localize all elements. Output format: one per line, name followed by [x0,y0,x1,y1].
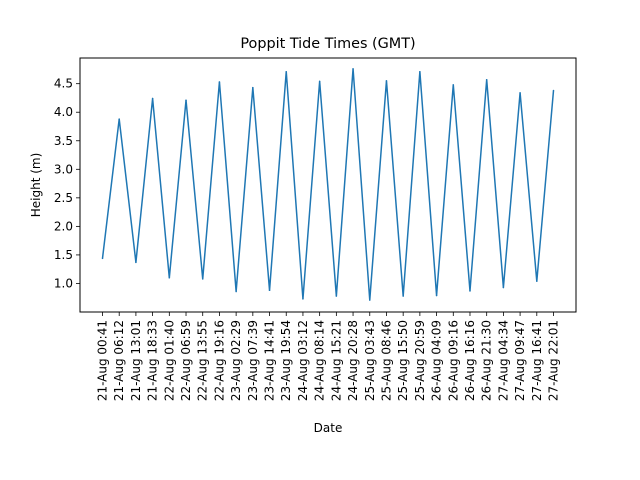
data-point [552,89,555,92]
x-tick-label: 23-Aug 07:39 [246,320,260,401]
data-point [168,277,171,279]
x-tick-label: 27-Aug 16:41 [530,320,544,401]
data-point [402,295,404,297]
x-tick-label: 27-Aug 09:47 [513,320,527,401]
y-axis-title: Height (m) [29,153,43,218]
data-point [369,299,371,301]
x-tick-label: 24-Aug 20:28 [346,320,360,401]
data-point [318,80,321,83]
data-point [519,92,521,94]
data-point [135,261,137,264]
y-tick-label: 4.5 [54,77,73,91]
data-point [335,295,338,297]
x-tick-label: 22-Aug 06:59 [179,320,193,401]
series-line-0 [101,68,555,301]
y-tick-label: 4.0 [54,105,73,119]
y-tick-label: 1.0 [54,276,73,290]
x-tick-label: 23-Aug 02:29 [229,320,243,401]
x-tick-label: 21-Aug 13:01 [129,320,143,401]
data-point [185,99,187,101]
x-tick-label: 27-Aug 22:01 [547,320,561,401]
x-tick-label: 22-Aug 01:40 [162,320,176,401]
data-point [302,298,304,300]
x-tick-label: 23-Aug 19:54 [279,320,293,401]
axes-frame [79,57,577,313]
x-tick-label: 22-Aug 19:16 [212,320,226,401]
data-point [235,290,237,293]
x-tick-label: 25-Aug 08:46 [379,320,393,401]
x-tick-label: 26-Aug 16:16 [463,320,477,401]
y-tick-label: 3.0 [54,162,73,176]
y-tick-label: 2.0 [54,219,73,233]
x-axis-title: Date [314,421,343,435]
x-tick-label: 26-Aug 04:09 [430,320,444,401]
data-point [352,68,354,70]
x-tick-label: 26-Aug 21:30 [480,320,494,401]
data-point [101,257,104,260]
x-tick-label: 25-Aug 03:43 [363,320,377,401]
x-tick-label: 27-Aug 04:34 [496,320,510,401]
x-axis: 21-Aug 00:41 21-Aug 06:12 21-Aug 13:01 21-A… [96,312,561,401]
chart-title: Poppit Tide Times (GMT) [240,36,415,52]
data-point [118,118,120,120]
data-point [435,294,438,297]
plot-area [101,68,555,301]
y-axis: 1.0 1.5 2.0 2.5 3.0 3.5 4.0 4.5 [54,77,80,290]
x-tick-label: 22-Aug 13:55 [196,320,210,401]
x-tick-label: 25-Aug 20:59 [413,320,427,401]
x-tick-label: 23-Aug 14:41 [263,320,277,401]
data-point [218,81,221,83]
x-tick-label: 24-Aug 15:21 [329,320,343,401]
x-tick-label: 21-Aug 00:41 [96,320,110,401]
x-tick-label: 24-Aug 03:12 [296,320,310,401]
data-point [469,290,471,292]
data-point [201,278,204,280]
data-point [419,70,421,73]
data-point [268,289,271,292]
data-point [285,70,287,73]
data-point [502,286,505,289]
data-point [385,80,388,82]
data-point [536,280,538,282]
y-tick-label: 2.5 [54,191,73,205]
x-tick-label: 26-Aug 09:16 [446,320,460,401]
data-point [252,86,254,89]
y-tick-label: 1.5 [54,248,73,262]
y-tick-label: 3.5 [54,134,73,148]
data-point [485,78,488,81]
x-tick-label: 25-Aug 15:50 [396,320,410,401]
data-point [151,97,154,100]
x-tick-label: 21-Aug 18:33 [146,320,160,401]
data-point [452,84,455,86]
x-tick-label: 24-Aug 08:14 [313,320,327,401]
x-tick-label: 21-Aug 06:12 [112,320,126,401]
